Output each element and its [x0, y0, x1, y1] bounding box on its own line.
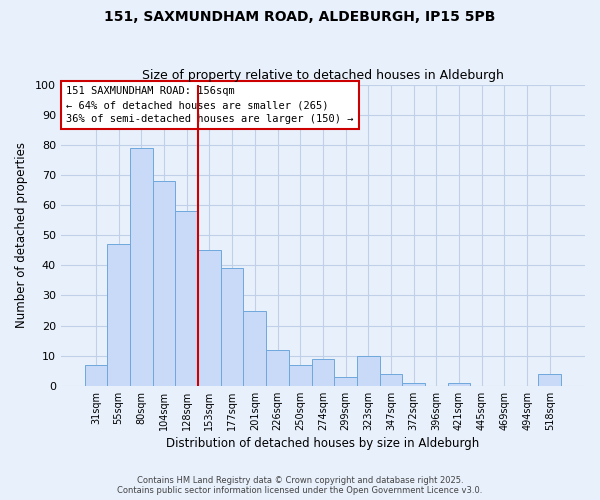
Bar [107, 244, 130, 386]
Bar [357, 356, 380, 386]
Bar [130, 148, 153, 386]
Bar [334, 377, 357, 386]
Bar [403, 383, 425, 386]
X-axis label: Distribution of detached houses by size in Aldeburgh: Distribution of detached houses by size … [166, 437, 479, 450]
Bar [311, 358, 334, 386]
Bar [221, 268, 244, 386]
Bar [153, 181, 175, 386]
Bar [448, 383, 470, 386]
Bar [175, 211, 198, 386]
Text: 151, SAXMUNDHAM ROAD, ALDEBURGH, IP15 5PB: 151, SAXMUNDHAM ROAD, ALDEBURGH, IP15 5P… [104, 10, 496, 24]
Bar [266, 350, 289, 386]
Bar [198, 250, 221, 386]
Bar [244, 310, 266, 386]
Bar [538, 374, 561, 386]
Text: 151 SAXMUNDHAM ROAD: 156sqm
← 64% of detached houses are smaller (265)
36% of se: 151 SAXMUNDHAM ROAD: 156sqm ← 64% of det… [66, 86, 353, 124]
Bar [380, 374, 403, 386]
Text: Contains HM Land Registry data © Crown copyright and database right 2025.
Contai: Contains HM Land Registry data © Crown c… [118, 476, 482, 495]
Bar [85, 364, 107, 386]
Y-axis label: Number of detached properties: Number of detached properties [15, 142, 28, 328]
Title: Size of property relative to detached houses in Aldeburgh: Size of property relative to detached ho… [142, 69, 504, 82]
Bar [289, 364, 311, 386]
